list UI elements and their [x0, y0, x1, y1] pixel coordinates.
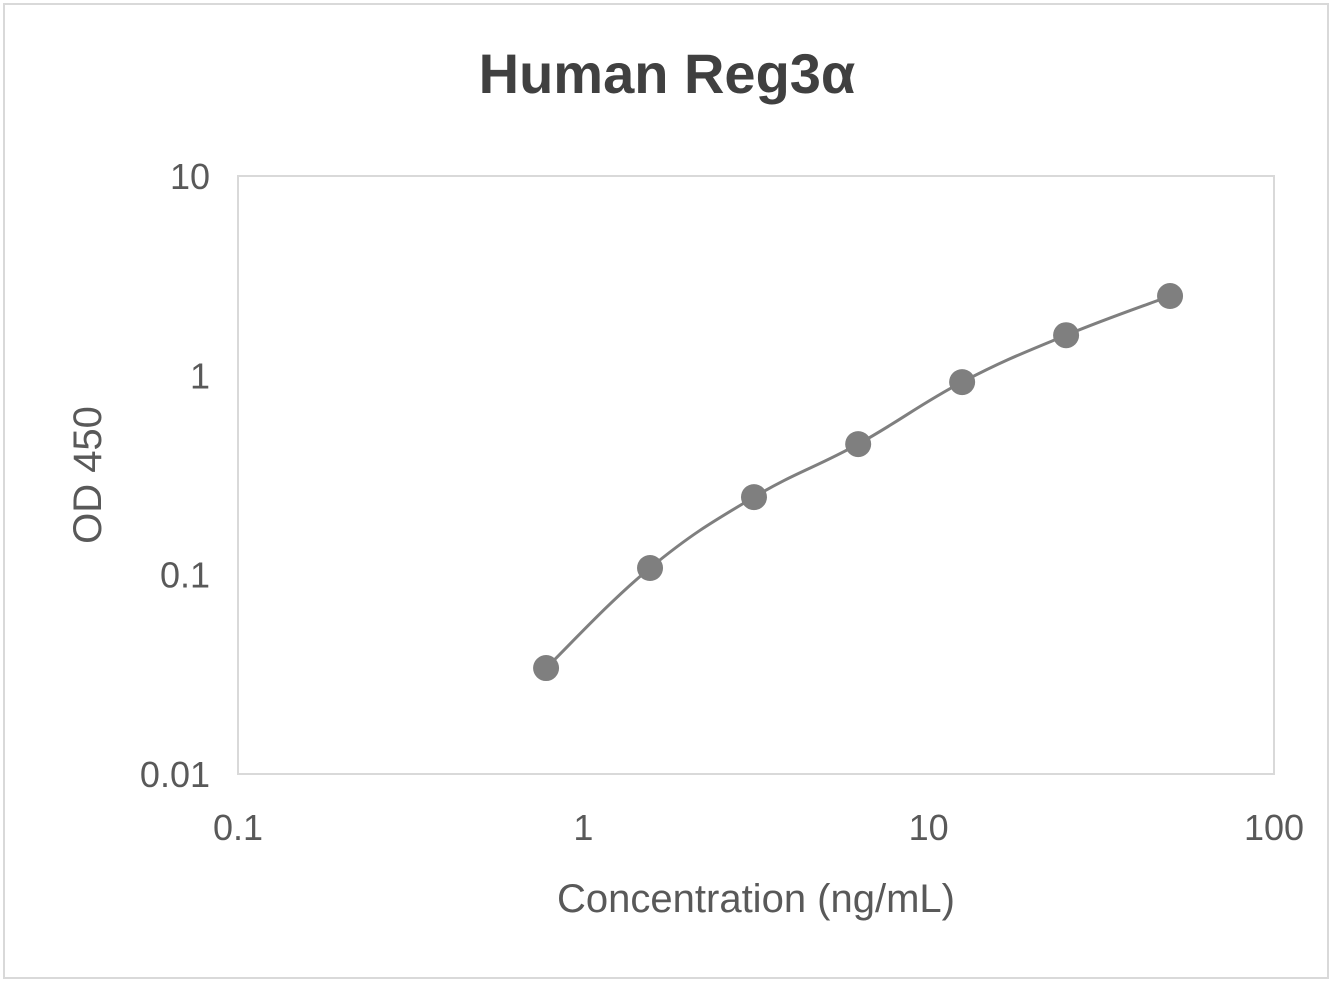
data-point	[949, 369, 976, 396]
chart-title: Human Reg3α	[478, 42, 856, 105]
y-tick-label: 0.01	[140, 754, 210, 795]
y-tick-label: 0.1	[160, 555, 210, 596]
x-tick-label: 10	[909, 807, 949, 848]
data-point	[740, 484, 767, 511]
plot-area	[237, 175, 1275, 775]
x-tick-label: 0.1	[213, 807, 263, 848]
y-axis-ticks: 0.01 0.1 1 10	[140, 156, 210, 795]
chart-frame	[3, 3, 1329, 979]
x-axis-label: Concentration (ng/mL)	[557, 877, 955, 921]
data-point	[845, 431, 872, 458]
series-line	[545, 294, 1171, 670]
x-tick-label: 100	[1244, 807, 1304, 848]
x-axis-ticks: 0.1 1 10 100	[213, 807, 1304, 848]
y-axis-label: OD 450	[66, 406, 110, 544]
data-point	[637, 555, 664, 582]
x-tick-label: 1	[573, 807, 593, 848]
data-point	[1157, 283, 1184, 310]
series-points	[533, 283, 1184, 682]
data-point	[1053, 322, 1080, 349]
y-tick-label: 1	[190, 355, 210, 396]
y-tick-label: 10	[170, 156, 210, 197]
data-point	[533, 655, 560, 682]
